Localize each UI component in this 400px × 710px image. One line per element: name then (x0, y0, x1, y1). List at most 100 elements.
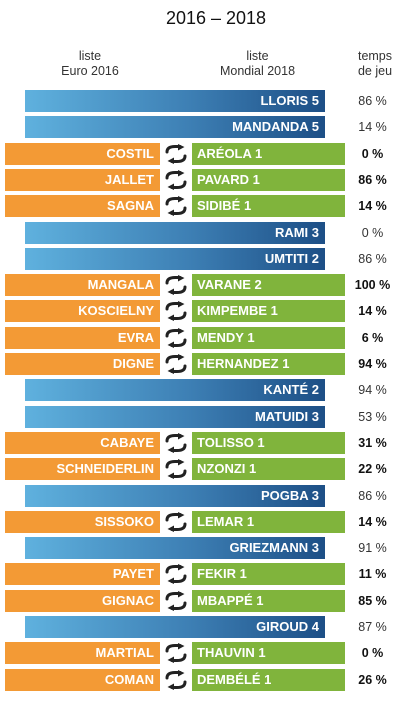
player-row: KOSCIELNY KIMPEMBE 1 14 % (0, 300, 400, 322)
playing-time-value: 94 % (358, 357, 387, 371)
player-row: MANDANDA 5 14 % (0, 116, 400, 138)
mondial-player-bar: DEMBÉLÉ 1 (192, 669, 345, 691)
playing-time-value: 86 % (358, 252, 387, 266)
playing-time-value: 0 % (361, 226, 384, 240)
player-row: SCHNEIDERLIN NZONZI 1 22 % (0, 458, 400, 480)
player-row: SAGNA SIDIBÉ 1 14 % (0, 195, 400, 217)
kept-player-bar: GIROUD 4 (25, 616, 325, 638)
euro-player-bar: MARTIAL (5, 642, 160, 664)
player-row: GIGNAC MBAPPÉ 1 85 % (0, 590, 400, 612)
swap-arrows-icon (163, 170, 189, 190)
swap-arrows-icon (163, 591, 189, 611)
playing-time-value: 86 % (358, 173, 387, 187)
playing-time-value: 26 % (358, 673, 387, 687)
swap-arrows-icon (163, 459, 189, 479)
playing-time-value: 14 % (358, 304, 387, 318)
page-title: 2016 – 2018 (165, 8, 267, 28)
mondial-player-bar: MBAPPÉ 1 (192, 590, 345, 612)
mondial-player-bar: HERNANDEZ 1 (192, 353, 345, 375)
mondial-player-bar: NZONZI 1 (192, 458, 345, 480)
player-row: COSTIL ARÉOLA 1 0 % (0, 143, 400, 165)
kept-player-bar: UMTITI 2 (25, 248, 325, 270)
kept-player-bar: POGBA 3 (25, 485, 325, 507)
player-row: LLORIS 5 86 % (0, 90, 400, 112)
playing-time-value: 14 % (358, 199, 387, 213)
playing-time-value: 14 % (358, 120, 387, 134)
player-row: UMTITI 2 86 % (0, 248, 400, 270)
player-row: JALLET PAVARD 1 86 % (0, 169, 400, 191)
player-row: COMAN DEMBÉLÉ 1 26 % (0, 669, 400, 691)
player-row: GIROUD 4 87 % (0, 616, 400, 638)
euro-player-bar: KOSCIELNY (5, 300, 160, 322)
playing-time-value: 0 % (361, 646, 384, 660)
euro-player-bar: COMAN (5, 669, 160, 691)
euro-player-bar: EVRA (5, 327, 160, 349)
swap-arrows-icon (163, 670, 189, 690)
player-row: MANGALA VARANE 2 100 % (0, 274, 400, 296)
player-row: EVRA MENDY 1 6 % (0, 327, 400, 349)
header-mondial-2018: liste Mondial 2018 (195, 49, 320, 79)
euro-player-bar: SISSOKO (5, 511, 160, 533)
swap-arrows-icon (163, 512, 189, 532)
playing-time-value: 94 % (358, 383, 387, 397)
playing-time-value: 87 % (358, 620, 387, 634)
player-row: KANTÉ 2 94 % (0, 379, 400, 401)
mondial-player-bar: ARÉOLA 1 (192, 143, 345, 165)
kept-player-bar: KANTÉ 2 (25, 379, 325, 401)
mondial-player-bar: SIDIBÉ 1 (192, 195, 345, 217)
player-row: MARTIAL THAUVIN 1 0 % (0, 642, 400, 664)
header-time-line-1: temps (357, 49, 393, 63)
player-row: POGBA 3 86 % (0, 485, 400, 507)
euro-player-bar: DIGNE (5, 353, 160, 375)
kept-player-bar: LLORIS 5 (25, 90, 325, 112)
euro-player-bar: PAYET (5, 563, 160, 585)
playing-time-value: 11 % (358, 567, 387, 581)
playing-time-value: 14 % (358, 515, 387, 529)
header-euro-line-1: liste (78, 49, 102, 63)
kept-player-bar: GRIEZMANN 3 (25, 537, 325, 559)
playing-time-value: 6 % (361, 331, 384, 345)
swap-arrows-icon (163, 196, 189, 216)
header-time-line-2: de jeu (357, 64, 393, 78)
kept-player-bar: MATUIDI 3 (25, 406, 325, 428)
swap-arrows-icon (163, 328, 189, 348)
header-mondial-line-1: liste (246, 49, 269, 63)
playing-time-value: 31 % (358, 436, 387, 450)
swap-arrows-icon (163, 564, 189, 584)
playing-time-value: 22 % (358, 462, 387, 476)
header-mondial-line-2: Mondial 2018 (219, 64, 296, 78)
euro-player-bar: MANGALA (5, 274, 160, 296)
euro-player-bar: GIGNAC (5, 590, 160, 612)
playing-time-value: 0 % (361, 147, 384, 161)
playing-time-value: 85 % (358, 594, 387, 608)
euro-player-bar: SAGNA (5, 195, 160, 217)
swap-arrows-icon (163, 144, 189, 164)
header-euro-2016: liste Euro 2016 (30, 49, 150, 79)
swap-arrows-icon (163, 354, 189, 374)
playing-time-value: 53 % (358, 410, 387, 424)
player-row: SISSOKO LEMAR 1 14 % (0, 511, 400, 533)
swap-arrows-icon (163, 433, 189, 453)
mondial-player-bar: MENDY 1 (192, 327, 345, 349)
playing-time-value: 100 % (354, 278, 391, 292)
player-row: DIGNE HERNANDEZ 1 94 % (0, 353, 400, 375)
player-row: RAMI 3 0 % (0, 222, 400, 244)
playing-time-value: 86 % (358, 94, 387, 108)
mondial-player-bar: KIMPEMBE 1 (192, 300, 345, 322)
mondial-player-bar: FEKIR 1 (192, 563, 345, 585)
player-row: PAYET FEKIR 1 11 % (0, 563, 400, 585)
swap-arrows-icon (163, 301, 189, 321)
euro-player-bar: SCHNEIDERLIN (5, 458, 160, 480)
kept-player-bar: RAMI 3 (25, 222, 325, 244)
mondial-player-bar: PAVARD 1 (192, 169, 345, 191)
header-euro-line-2: Euro 2016 (61, 64, 119, 78)
euro-player-bar: CABAYE (5, 432, 160, 454)
kept-player-bar: MANDANDA 5 (25, 116, 325, 138)
swap-arrows-icon (163, 643, 189, 663)
mondial-player-bar: THAUVIN 1 (192, 642, 345, 664)
euro-player-bar: COSTIL (5, 143, 160, 165)
mondial-player-bar: VARANE 2 (192, 274, 345, 296)
mondial-player-bar: LEMAR 1 (192, 511, 345, 533)
player-row: CABAYE TOLISSO 1 31 % (0, 432, 400, 454)
header-playing-time: temps de jeu (340, 49, 400, 79)
